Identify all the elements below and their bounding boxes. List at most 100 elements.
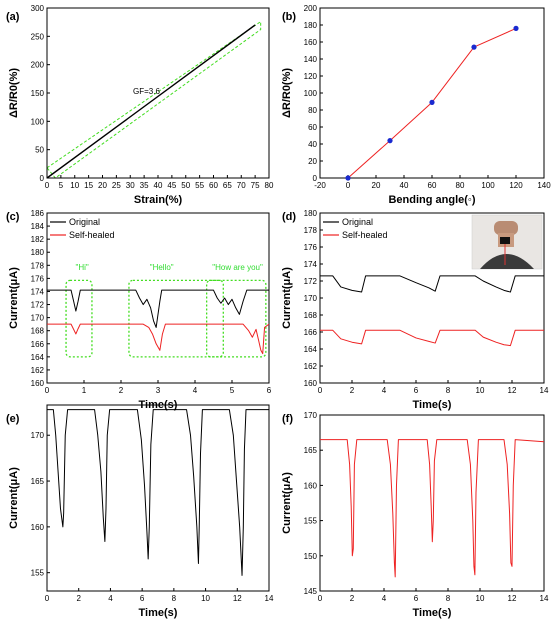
x-tick-label: 14 xyxy=(265,594,274,603)
word-box xyxy=(65,279,93,358)
series-line-0 xyxy=(46,24,256,179)
x-tick-label: 120 xyxy=(509,181,523,190)
x-tick-label: 0 xyxy=(346,181,351,190)
x-tick-label: 6 xyxy=(267,386,272,395)
series-line-0 xyxy=(47,409,269,576)
x-axis-title: Time(s) xyxy=(413,607,452,619)
y-tick-label: 200 xyxy=(304,4,318,13)
panel-label: (f) xyxy=(282,413,293,425)
x-tick-label: 80 xyxy=(456,181,465,190)
x-tick-label: 40 xyxy=(400,181,409,190)
y-tick-label: 162 xyxy=(31,366,45,375)
x-tick-label: 4 xyxy=(108,594,113,603)
word-label: "Hello" xyxy=(150,263,174,272)
y-tick-label: 50 xyxy=(35,146,44,155)
legend-label: Original xyxy=(342,217,373,227)
x-tick-label: 12 xyxy=(508,594,517,603)
x-tick-label: 6 xyxy=(414,594,419,603)
legend-label: Self-healed xyxy=(69,230,115,240)
x-tick-label: 2 xyxy=(350,386,355,395)
panel-b: (b)-20 0 20 40 60 80 100 120 1400204060801001201… xyxy=(281,4,551,206)
x-tick-label: 8 xyxy=(172,594,177,603)
series-line-1 xyxy=(47,323,270,355)
x-tick-label: 2 xyxy=(76,594,81,603)
y-tick-label: 184 xyxy=(31,222,45,231)
panel-label: (b) xyxy=(282,11,296,23)
x-tick-label: 2 xyxy=(350,594,355,603)
y-tick-label: 200 xyxy=(31,61,45,70)
data-point xyxy=(513,25,519,31)
y-tick-label: 155 xyxy=(31,569,45,578)
panel-d: (d) 0 2 4 6 8 10 12 14 160 162 164 166 168 170 172 174 17… xyxy=(281,209,549,411)
x-tick-label: 20 xyxy=(372,181,381,190)
x-tick-label: 80 xyxy=(265,181,274,190)
x-axis-title: Strain(%) xyxy=(134,194,183,206)
y-tick-label: 160 xyxy=(304,38,318,47)
y-tick-label: 164 xyxy=(304,345,318,354)
y-tick-label: 0 xyxy=(313,174,318,183)
x-tick-label: 0 xyxy=(45,181,50,190)
y-tick-label: 176 xyxy=(304,243,318,252)
x-tick-label: 8 xyxy=(446,386,451,395)
x-tick-label: 6 xyxy=(140,594,145,603)
x-tick-label: 70 xyxy=(237,181,246,190)
panel-label: (a) xyxy=(6,11,20,23)
plot-frame xyxy=(319,7,545,179)
x-tick-label: 10 xyxy=(70,181,79,190)
x-tick-label: 30 xyxy=(126,181,135,190)
y-tick-label: 40 xyxy=(308,140,317,149)
y-axis-title: ΔR/R0(%) xyxy=(8,68,20,118)
y-tick-label: 170 xyxy=(31,431,45,440)
data-point xyxy=(471,44,477,50)
y-tick-label: 250 xyxy=(31,32,45,41)
x-tick-label: 14 xyxy=(540,386,549,395)
plot-frame xyxy=(319,414,545,592)
x-axis-title: Time(s) xyxy=(139,607,178,619)
y-tick-label: 120 xyxy=(304,72,318,81)
plot-frame xyxy=(46,404,270,592)
word-label: "Hi" xyxy=(76,263,89,272)
y-tick-label: 20 xyxy=(308,157,317,166)
y-tick-label: 178 xyxy=(304,226,318,235)
y-tick-label: 172 xyxy=(31,301,45,310)
x-tick-label: 5 xyxy=(230,386,235,395)
x-tick-label: 12 xyxy=(233,594,242,603)
y-axis-title: Current(μA) xyxy=(281,472,293,534)
y-tick-label: 180 xyxy=(304,209,318,218)
data-point xyxy=(387,138,393,144)
y-tick-label: 160 xyxy=(31,379,45,388)
x-tick-label: 4 xyxy=(382,594,387,603)
x-tick-label: 6 xyxy=(414,386,419,395)
y-tick-label: 170 xyxy=(31,314,45,323)
y-tick-label: 165 xyxy=(31,477,45,486)
x-axis-title: Time(s) xyxy=(413,399,452,411)
legend-label: Original xyxy=(69,217,100,227)
panel-f: (f) 0 2 4 6 8 10 12 14 145 150 155 160 165 170 Time(s) C… xyxy=(281,411,549,619)
x-tick-label: 4 xyxy=(382,386,387,395)
x-tick-label: 0 xyxy=(45,594,50,603)
panel-a: (a)0 5 10 15 20 25 30 35 40 45 50 55 60 65 70 75 8005010… xyxy=(6,4,274,206)
x-tick-label: -20 xyxy=(314,181,326,190)
gf-annotation: GF=3.6 xyxy=(133,87,160,96)
inset-photo xyxy=(471,214,543,270)
x-tick-label: 10 xyxy=(201,594,210,603)
x-tick-label: 25 xyxy=(112,181,121,190)
panel-e: (e) 0 2 4 6 8 10 12 14 155 160 165 170 Time(s) Current… xyxy=(6,404,274,619)
x-tick-label: 100 xyxy=(481,181,495,190)
x-tick-label: 65 xyxy=(223,181,232,190)
x-tick-label: 0 xyxy=(45,386,50,395)
y-tick-label: 174 xyxy=(31,287,45,296)
panel-label: (c) xyxy=(6,211,20,223)
y-tick-label: 300 xyxy=(31,4,45,13)
x-tick-label: 10 xyxy=(476,386,485,395)
x-tick-label: 60 xyxy=(428,181,437,190)
x-tick-label: 45 xyxy=(167,181,176,190)
x-tick-label: 14 xyxy=(540,594,549,603)
x-tick-label: 55 xyxy=(195,181,204,190)
y-tick-label: 160 xyxy=(304,481,318,490)
x-tick-label: 12 xyxy=(508,386,517,395)
word-label: "How are you" xyxy=(212,263,263,272)
y-tick-label: 176 xyxy=(31,274,45,283)
x-axis-title: Bending angle(◦) xyxy=(388,194,475,206)
